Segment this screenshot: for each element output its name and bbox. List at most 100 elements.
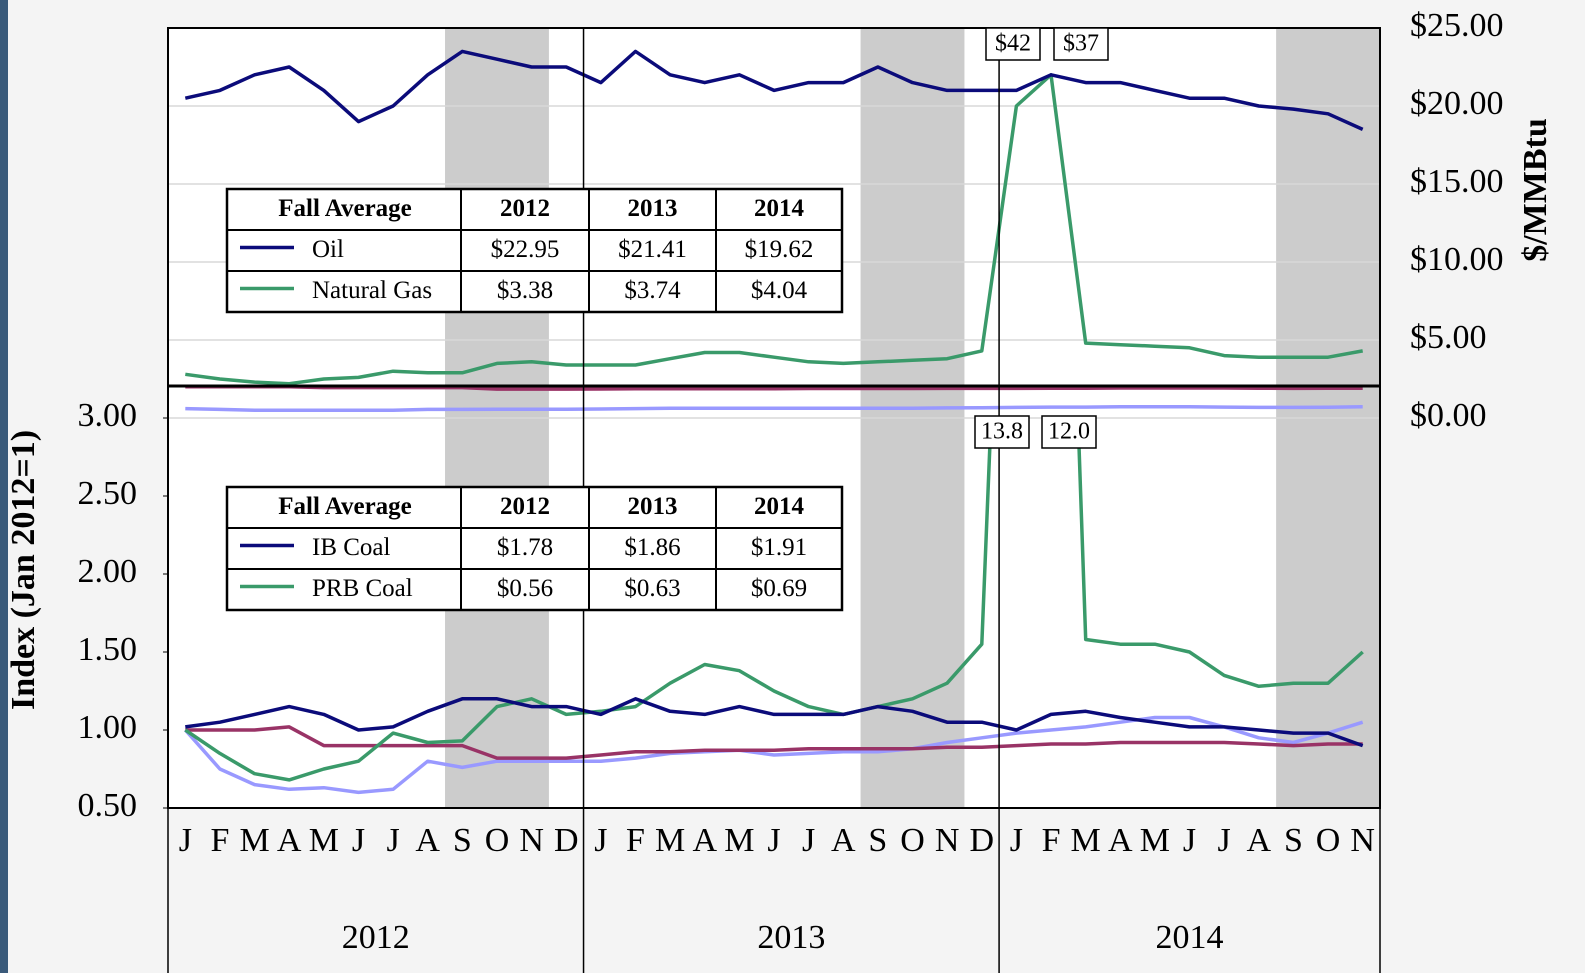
side-strip <box>0 0 8 973</box>
y-tick-label: 1.50 <box>78 631 138 668</box>
table-header: Fall Average <box>278 493 412 520</box>
y-tick-label: 3.00 <box>78 397 138 434</box>
x-tick-label: A <box>277 822 302 859</box>
fall-average-table: Fall Average 2012 2013 2014 Oil $22.95 $21.41 $… <box>225 187 844 314</box>
table-cell: $22.95 <box>491 236 560 263</box>
table-cell: Natural Gas <box>312 277 432 304</box>
annotation: $42 <box>995 31 1031 57</box>
x-tick-label: A <box>1247 822 1272 859</box>
table-cell: $1.78 <box>497 534 553 561</box>
y-tick-label: 0.50 <box>78 787 138 824</box>
table-cell: $3.38 <box>497 277 553 304</box>
series-line <box>184 418 1364 782</box>
x-tick-label: J <box>767 822 780 859</box>
x-tick-label: F <box>210 822 229 859</box>
x-tick-label: J <box>386 822 399 859</box>
table-header: 2014 <box>754 493 805 520</box>
x-tick-label: A <box>415 822 440 859</box>
table-cell: $0.69 <box>751 575 807 602</box>
x-tick-label: J <box>802 822 815 859</box>
series-line <box>185 405 1363 412</box>
table-cell: PRB Coal <box>312 575 413 602</box>
table-bg <box>225 485 844 612</box>
table-cell: $21.41 <box>618 236 687 263</box>
x-tick-label: D <box>969 822 994 859</box>
year-label: 2013 <box>757 919 825 956</box>
annotation-box <box>974 415 1030 449</box>
x-tick-label: J <box>594 822 607 859</box>
table-cell: IB Coal <box>312 534 391 561</box>
table-cell: $1.91 <box>751 534 807 561</box>
x-tick-label: M <box>655 822 685 859</box>
year-label: 2012 <box>342 919 410 956</box>
right-axis-title: $/MMBtu <box>1517 118 1554 262</box>
fall-average-table: Fall Average 2012 2013 2014 IB Coal $1.78 $1.8… <box>225 485 844 612</box>
left-axis-title: Index (Jan 2012=1) <box>5 430 42 710</box>
table-header: 2013 <box>628 493 678 520</box>
y-tick-label: 2.50 <box>78 475 138 512</box>
x-tick-label: D <box>554 822 579 859</box>
x-tick-label: N <box>1350 822 1375 859</box>
y-tick-label: $0.00 <box>1410 397 1487 434</box>
annotation-box <box>1053 27 1109 61</box>
x-tick-label: A <box>1108 822 1133 859</box>
lines <box>183 49 1364 795</box>
y-tick-label: $25.00 <box>1410 7 1504 44</box>
series-group <box>184 49 1364 412</box>
x-tick-label: N <box>519 822 544 859</box>
x-tick-label: O <box>485 822 510 859</box>
series-line <box>183 715 1364 795</box>
x-tick-label: S <box>453 822 472 859</box>
x-tick-label: S <box>868 822 887 859</box>
y-tick-label: 2.00 <box>78 553 138 590</box>
x-tick-label: J <box>1010 822 1023 859</box>
table-cell: $0.63 <box>624 575 680 602</box>
table-header: 2014 <box>754 195 805 222</box>
table-header: 2013 <box>628 195 678 222</box>
x-tick-label: M <box>239 822 269 859</box>
table-header: 2012 <box>500 195 550 222</box>
table-cell: $3.74 <box>624 277 681 304</box>
annotation: 12.0 <box>1048 419 1090 445</box>
y-tick-label: $10.00 <box>1410 241 1504 278</box>
x-tick-label: J <box>1183 822 1196 859</box>
annotation-box <box>985 27 1041 61</box>
y-tick-label: $20.00 <box>1410 85 1504 122</box>
x-tick-label: M <box>724 822 754 859</box>
series-line <box>185 697 1364 748</box>
x-tick-label: O <box>1316 822 1341 859</box>
annotation-box <box>1041 415 1097 449</box>
annotation: $37 <box>1063 31 1099 57</box>
x-tick-label: F <box>1042 822 1061 859</box>
table-cell: Oil <box>312 236 344 263</box>
x-tick-label: M <box>1071 822 1101 859</box>
x-tick-label: A <box>692 822 717 859</box>
x-tick-label: O <box>900 822 925 859</box>
x-tick-label: M <box>1140 822 1170 859</box>
annotation: 13.8 <box>981 419 1023 445</box>
series-line <box>184 49 1364 131</box>
y-tick-label: $5.00 <box>1410 319 1487 356</box>
x-tick-label: J <box>1218 822 1231 859</box>
x-tick-label: M <box>309 822 339 859</box>
y-tick-label: 1.00 <box>78 709 138 746</box>
series-line <box>185 385 1363 391</box>
table-bg <box>225 187 844 314</box>
x-tick-label: N <box>935 822 960 859</box>
series-group <box>183 418 1364 795</box>
series-line <box>185 725 1363 760</box>
table-cell: $0.56 <box>497 575 553 602</box>
x-tick-label: A <box>831 822 856 859</box>
series-line <box>185 73 1364 386</box>
y-tick-label: $15.00 <box>1410 163 1504 200</box>
x-tick-label: F <box>626 822 645 859</box>
table-header: Fall Average <box>278 195 412 222</box>
x-tick-label: J <box>179 822 192 859</box>
table-cell: $19.62 <box>745 236 814 263</box>
table-header: 2012 <box>500 493 550 520</box>
x-tick-label: J <box>352 822 365 859</box>
year-label: 2014 <box>1156 919 1224 956</box>
